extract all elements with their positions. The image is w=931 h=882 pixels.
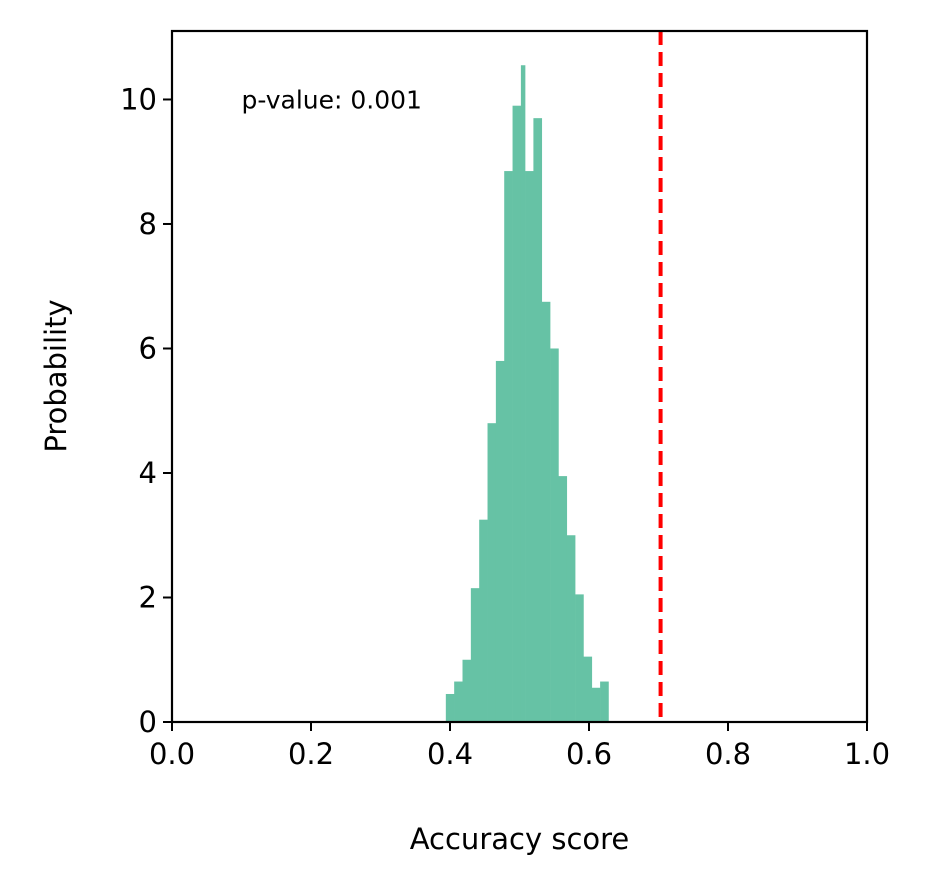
histogram-bar [575,594,584,722]
histogram-bar [495,360,505,722]
histogram-bar [550,348,559,722]
histogram-bar [479,519,488,722]
histogram-bar [470,588,480,722]
x-tick-label: 0.2 [288,737,334,771]
histogram-bar [600,681,609,722]
histogram-bar [533,118,543,723]
histogram-bar [541,301,551,722]
y-tick-label: 0 [139,705,157,739]
x-tick-label: 0.8 [705,737,751,771]
x-axis-ticks: 0.0 0.2 0.4 0.6 0.8 1.0 [149,722,890,771]
histogram-bar [462,659,472,722]
x-tick-label: 0.0 [149,737,195,771]
y-tick-label: 4 [139,456,157,490]
histogram-bar [525,171,534,722]
histogram-bars [445,65,609,723]
y-tick-label: 6 [139,331,157,365]
histogram-bar [520,65,526,722]
histogram-bar [566,535,576,722]
histogram-bar [591,687,601,722]
histogram-bar [445,693,455,722]
x-tick-label: 0.4 [427,737,473,771]
y-tick-label: 2 [139,580,157,614]
y-axis-ticks: 0 2 4 6 8 10 [120,82,172,739]
histogram-bar [583,656,593,722]
y-axis-label: Probability [39,299,73,452]
histogram-bar [454,681,463,722]
y-tick-label: 8 [139,207,157,241]
x-axis-label: Accuracy score [410,822,630,856]
histogram-bar [558,476,568,722]
plot-frame [170,29,869,724]
histogram-bar [512,105,522,723]
histogram-bar [487,423,497,722]
y-tick-label: 10 [120,82,157,116]
histogram-bar [504,171,513,722]
x-tick-label: 0.6 [566,737,612,771]
x-tick-label: 1.0 [844,737,890,771]
p-value-annotation: p-value: 0.001 [242,85,422,114]
